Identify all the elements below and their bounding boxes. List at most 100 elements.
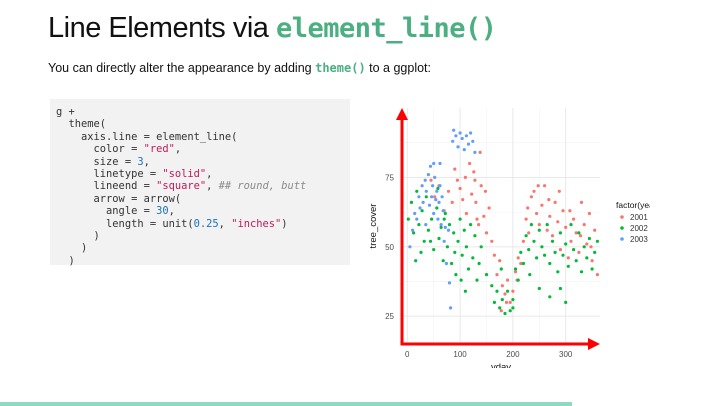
data-point-2002 [529,223,533,227]
code-line: color = "red", [56,143,182,155]
data-point-2001 [504,300,509,304]
code-token: ) [281,217,288,230]
data-point-2002 [511,298,515,302]
data-point-2001 [537,223,541,227]
data-point-2001 [547,198,551,202]
data-point-2001 [461,198,465,202]
data-point-2003 [411,228,415,232]
data-point-2002 [453,250,457,254]
legend-label-2001: 2001 [630,213,648,222]
y-axis-arrow [396,108,408,120]
x-tick-label: 100 [453,350,467,359]
data-point-2003 [441,209,445,213]
data-point-2001 [590,259,594,263]
code-line: ) [56,230,100,242]
data-point-2002 [473,234,477,238]
code-line: linetype = "solid", [56,168,213,180]
data-point-2002 [495,289,499,293]
data-point-2002 [587,236,591,241]
code-token: arrow = arrow( [56,192,182,205]
data-point-2002 [585,256,589,260]
code-token: length = unit( [56,217,194,230]
code-token: 0.25 [193,217,219,230]
legend-label-2002: 2002 [630,224,648,233]
data-point-2003 [421,200,425,204]
data-point-2001 [589,245,593,249]
data-point-2002 [454,273,458,277]
data-point-2002 [422,239,426,243]
data-point-2002 [450,261,454,266]
subtitle-code: theme() [315,61,366,75]
data-point-2002 [506,289,510,293]
data-point-2003 [473,150,477,154]
code-line: size = 3, [56,156,150,168]
data-point-2002 [532,239,536,243]
data-point-2001 [450,200,454,204]
data-point-2002 [462,228,466,232]
data-point-2002 [511,306,515,310]
data-point-2002 [521,261,525,266]
code-token: ## round, butt [218,180,307,193]
title-code: element_line() [275,13,497,44]
data-point-2002 [406,217,410,221]
data-point-2001 [433,195,437,199]
data-point-2002 [419,250,423,254]
data-point-2003 [451,139,455,143]
data-point-2003 [466,142,471,146]
data-point-2003 [460,136,464,141]
data-point-2002 [475,278,479,282]
x-axis-arrow [588,338,600,350]
data-point-2002 [561,253,565,257]
data-point-2002 [564,300,568,304]
scatter-plot: 0 100 200 300 25 50 75 yday tree_cover factor(yea… [368,108,650,368]
code-line: angle = 30, [56,205,175,217]
data-point-2001 [566,256,570,260]
data-point-2001 [473,178,477,182]
data-point-2003 [420,184,424,188]
data-point-2002 [558,286,562,291]
data-point-2003 [426,173,430,177]
data-point-2002 [464,245,468,249]
data-point-2001 [475,217,479,221]
data-point-2003 [432,161,436,166]
data-point-2002 [459,278,463,282]
data-point-2002 [420,209,424,213]
data-point-2001 [483,189,487,193]
data-point-2002 [574,259,578,263]
data-point-2003 [430,195,434,199]
data-point-2002 [508,309,512,313]
code-token: ) [56,230,100,243]
code-line: lineend = "square", ## round, butt [56,180,307,193]
code-token: size = [56,155,138,168]
data-point-2003 [456,145,460,149]
data-point-2002 [441,259,445,263]
subtitle-text-pre: You can directly alter the appearance by… [48,61,316,75]
data-point-2001 [540,203,544,207]
subtitle-text-post: to a ggplot: [365,61,431,75]
y-tick-label: 25 [385,312,394,321]
data-point-2001 [527,231,531,235]
data-point-2002 [572,248,576,252]
data-point-2003 [454,134,458,138]
data-point-2003 [469,131,473,135]
data-point-2002 [428,239,433,243]
data-point-2002 [543,253,547,257]
code-token: angle = [56,205,157,218]
code-token: , [218,217,232,230]
data-point-2001 [463,175,467,179]
code-line: axis.line = element_line( [56,131,237,143]
code-line: theme( [56,118,107,130]
data-point-2003 [433,175,437,179]
data-point-2001 [468,161,472,166]
bottom-accent-bar [0,402,572,406]
data-point-2001 [579,200,584,204]
data-point-2002 [437,236,441,241]
data-point-2003 [431,184,435,188]
data-point-2002 [447,223,452,227]
data-point-2002 [558,231,562,235]
x-tick-label: 200 [506,350,520,359]
data-point-2002 [452,231,456,235]
title-text: Line Elements via [48,12,276,44]
data-point-2002 [537,228,541,232]
code-block: g + theme( axis.line = element_line( col… [50,99,350,267]
